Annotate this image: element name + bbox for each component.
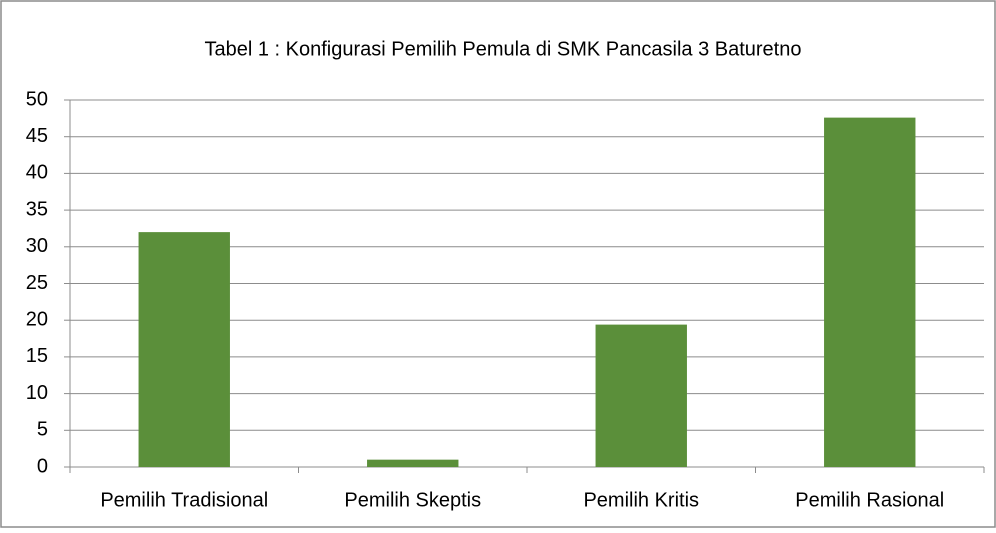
y-tick-label: 5 xyxy=(37,419,48,441)
y-tick-label: 50 xyxy=(26,88,48,110)
bar xyxy=(367,459,459,467)
y-tick-label: 35 xyxy=(26,198,48,220)
x-tick-label: Pemilih Skeptis xyxy=(344,489,481,511)
bar xyxy=(824,117,916,467)
bar xyxy=(138,232,230,467)
y-tick-label: 30 xyxy=(26,235,48,257)
chart-title: Tabel 1 : Konfigurasi Pemilih Pemula di … xyxy=(205,38,802,60)
y-tick-label: 15 xyxy=(26,345,48,367)
x-tick-label: Pemilih Rasional xyxy=(795,489,944,511)
x-tick-label: Pemilih Kritis xyxy=(583,489,699,511)
y-tick-label: 0 xyxy=(37,455,48,477)
y-tick-label: 20 xyxy=(26,308,48,330)
y-tick-label: 45 xyxy=(26,125,48,147)
x-tick-label: Pemilih Tradisional xyxy=(100,489,268,511)
y-tick-label: 40 xyxy=(26,162,48,184)
bar xyxy=(595,324,687,467)
y-tick-label: 10 xyxy=(26,382,48,404)
y-tick-label: 25 xyxy=(26,272,48,294)
